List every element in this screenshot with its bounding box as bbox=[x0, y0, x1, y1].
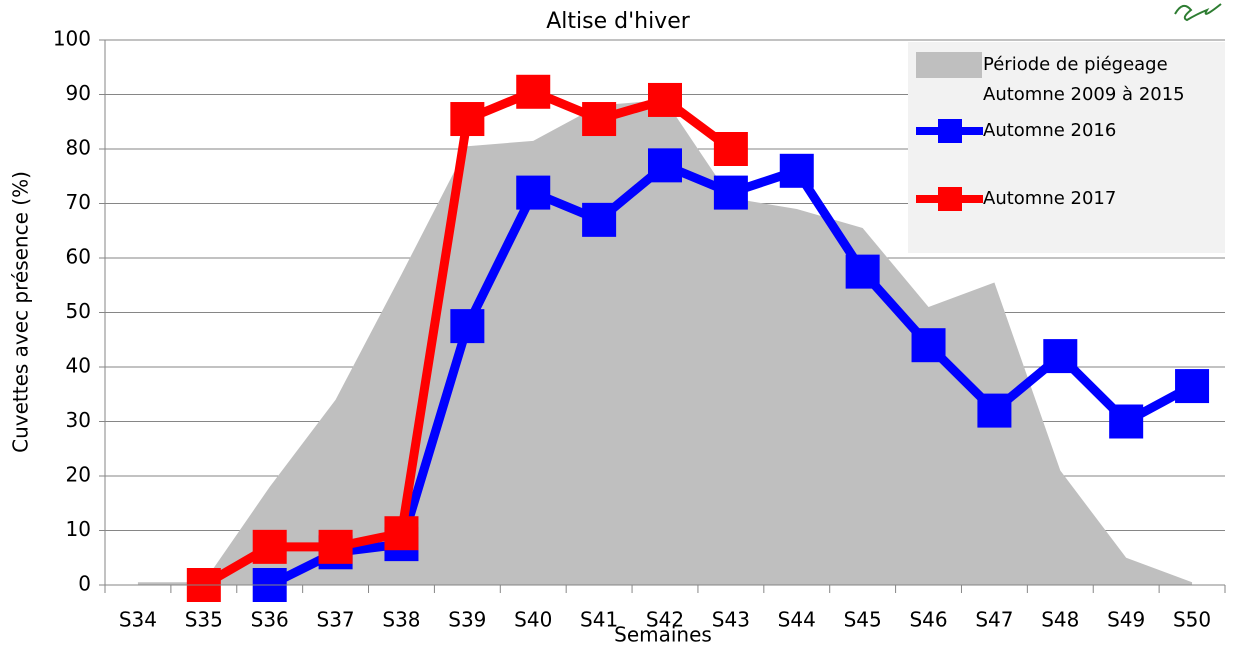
marker bbox=[713, 175, 748, 210]
x-tick-label: S40 bbox=[514, 608, 552, 632]
legend-label: Automne 2016 bbox=[983, 120, 1117, 141]
y-tick-label: 40 bbox=[66, 354, 91, 378]
x-tick-label: S48 bbox=[1041, 608, 1079, 632]
marker bbox=[1043, 339, 1078, 374]
x-tick-label: S42 bbox=[646, 608, 684, 632]
x-tick-label: S45 bbox=[844, 608, 882, 632]
marker bbox=[582, 102, 617, 137]
legend-swatch bbox=[916, 52, 982, 78]
legend-area bbox=[916, 52, 982, 78]
marker bbox=[911, 328, 946, 363]
marker bbox=[845, 254, 880, 289]
y-tick-label: 10 bbox=[66, 517, 91, 541]
marker bbox=[648, 82, 682, 117]
marker bbox=[977, 393, 1012, 428]
legend-swatch bbox=[916, 187, 983, 211]
marker bbox=[318, 529, 353, 564]
legend-swatch bbox=[916, 119, 983, 143]
marker bbox=[648, 148, 682, 183]
y-tick-label: 80 bbox=[66, 136, 91, 160]
logo bbox=[1174, 3, 1222, 22]
x-tick-label: S44 bbox=[778, 608, 816, 632]
legend-label: Période de piégeage Automne 2009 à 2015 bbox=[983, 54, 1185, 105]
legend-label: Automne 2017 bbox=[983, 188, 1117, 209]
x-tick-label: S39 bbox=[448, 608, 486, 632]
y-axis-label: Cuvettes avec présence (%) bbox=[9, 171, 33, 453]
marker bbox=[384, 516, 419, 551]
y-tick-label: 20 bbox=[66, 463, 91, 487]
x-tick-label: S49 bbox=[1107, 608, 1145, 632]
x-axis-label: Semaines bbox=[614, 623, 712, 646]
legend-marker bbox=[938, 187, 962, 211]
x-tick-label: S46 bbox=[909, 608, 947, 632]
y-tick-label: 50 bbox=[66, 299, 91, 323]
marker bbox=[450, 309, 485, 344]
marker bbox=[252, 529, 287, 564]
x-tick-label: S34 bbox=[119, 608, 157, 632]
y-tick-label: 100 bbox=[53, 27, 91, 51]
marker bbox=[779, 153, 814, 188]
x-tick-label: S47 bbox=[975, 608, 1013, 632]
marker bbox=[1175, 369, 1210, 404]
x-tick-label: S43 bbox=[712, 608, 750, 632]
marker bbox=[713, 132, 748, 166]
x-tick-label: S37 bbox=[317, 608, 355, 632]
y-tick-label: 90 bbox=[66, 81, 91, 105]
y-tick-label: 70 bbox=[66, 190, 91, 214]
area bbox=[137, 99, 1193, 585]
y-tick-label: 30 bbox=[66, 408, 91, 432]
x-tick-label: S50 bbox=[1173, 608, 1211, 632]
y-tick-label: 0 bbox=[78, 572, 91, 596]
x-tick-label: S36 bbox=[251, 608, 289, 632]
marker bbox=[450, 102, 485, 137]
legend-marker bbox=[938, 119, 962, 143]
marker bbox=[516, 175, 551, 210]
y-tick-label: 60 bbox=[66, 245, 91, 269]
marker bbox=[516, 74, 551, 109]
x-tick-label: S35 bbox=[185, 608, 223, 632]
x-tick-label: S38 bbox=[382, 608, 420, 632]
marker bbox=[582, 202, 617, 237]
plot bbox=[137, 74, 1210, 602]
x-tick-label: S41 bbox=[580, 608, 618, 632]
marker bbox=[1109, 404, 1144, 439]
legend: Période de piégeage Automne 2009 à 2015 A… bbox=[908, 42, 1225, 253]
chart-title: Altise d'hiver bbox=[546, 9, 691, 34]
